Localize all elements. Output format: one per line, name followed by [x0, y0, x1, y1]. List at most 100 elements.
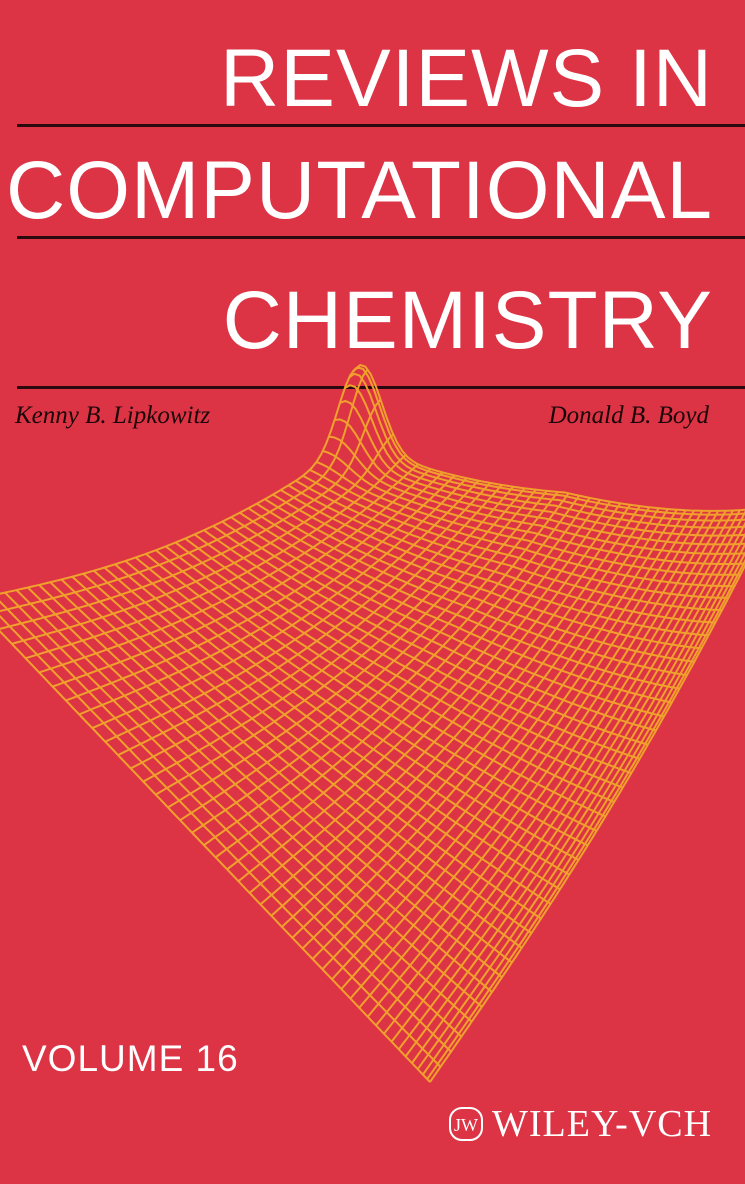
wiley-seal-icon: JW [449, 1107, 483, 1141]
mesh-line-u [15, 589, 473, 1023]
mesh-line-v [130, 484, 503, 770]
mesh-line-v [248, 501, 612, 894]
mesh-line-u [124, 560, 570, 876]
mesh-line-v [422, 551, 745, 1076]
mesh-line-v [0, 398, 382, 630]
mesh-line-u [103, 566, 552, 905]
mesh-line-v [203, 492, 570, 846]
mesh-line-u [344, 384, 745, 529]
mesh-line-u [309, 468, 735, 588]
divider-rule-2 [17, 236, 745, 239]
mesh-line-v [155, 487, 526, 796]
mesh-line-v [167, 489, 537, 809]
mesh-line-v [142, 486, 514, 783]
mesh-line-u [302, 474, 729, 599]
mesh-line-u [256, 502, 688, 677]
publisher-logo: JW WILEY-VCH [448, 1102, 712, 1146]
mesh-line-u [60, 578, 513, 964]
mesh-line-u [38, 584, 493, 993]
mesh-line-u [0, 630, 431, 1083]
mesh-line-v [301, 507, 660, 950]
divider-rule-1 [17, 124, 745, 127]
mesh-line-v [38, 463, 419, 674]
mesh-line-v [311, 508, 669, 960]
mesh-line-u [145, 553, 589, 847]
mesh-line-v [104, 480, 480, 743]
mesh-line-u [264, 498, 695, 663]
mesh-line-v [237, 499, 601, 882]
mesh-line-v [349, 510, 704, 1000]
mesh-line-u [322, 450, 745, 565]
mesh-line-u [272, 493, 702, 650]
mesh-line-v [383, 510, 734, 1035]
mesh-line-u [93, 569, 542, 920]
mesh-line-u [352, 366, 745, 516]
mesh-line-u [221, 520, 657, 732]
mesh-line-u [334, 418, 745, 546]
volume-label: VOLUME 16 [22, 1038, 239, 1079]
title-line-2: COMPUTATIONAL [6, 145, 713, 236]
mesh-line-v [25, 454, 407, 660]
mesh-line-v [331, 509, 687, 980]
mesh-line-u [295, 479, 722, 612]
mesh-line-v [429, 563, 745, 1083]
mesh-line-v [411, 532, 745, 1064]
mesh-line-v [226, 497, 591, 871]
mesh-line-u [165, 545, 606, 818]
author-2: Donald B. Boyd [548, 402, 709, 429]
mesh-line-u [247, 507, 680, 690]
mesh-line-u [71, 575, 523, 949]
mesh-line-v [340, 510, 695, 990]
mesh-line-v [91, 477, 468, 730]
mesh-line-u [0, 614, 442, 1068]
mesh-line-v [416, 542, 745, 1070]
mesh-line-v [270, 504, 631, 917]
mesh-line-u [328, 435, 745, 555]
mesh-line-v [367, 510, 720, 1018]
mesh-line-u [0, 600, 452, 1053]
mesh-line-v [191, 491, 559, 834]
mesh-line-u [203, 529, 640, 760]
mesh-line-u [27, 586, 483, 1008]
mesh-line-u [230, 516, 665, 718]
mesh-line-v [281, 505, 641, 928]
mesh-line-u [348, 372, 745, 522]
mesh-line-u [114, 563, 561, 891]
mesh-line-u [280, 489, 709, 637]
mesh-line-v [291, 506, 651, 939]
mesh-line-v [404, 521, 745, 1057]
title-line-1: REVIEWS IN [220, 33, 713, 124]
mesh-line-v [0, 368, 369, 613]
mesh-line-u [212, 525, 649, 746]
mesh-line-u [287, 484, 716, 624]
mesh-line-v [390, 509, 741, 1043]
mesh-line-v [358, 510, 712, 1009]
publisher-name: WILEY-VCH [492, 1103, 713, 1145]
mesh-line-u [194, 533, 632, 775]
mesh-line-u [82, 572, 532, 934]
mesh-line-v [397, 510, 745, 1050]
mesh-line-u [239, 511, 672, 704]
mesh-line-v [52, 468, 432, 688]
svg-text:JW: JW [454, 1115, 478, 1135]
mesh-line-v [179, 490, 548, 822]
mesh-line-u [174, 541, 615, 803]
mesh-line-v [78, 474, 456, 716]
mesh-line-v [321, 509, 678, 970]
mesh-line-v [0, 368, 356, 595]
mesh-line-u [354, 363, 745, 512]
mesh-line-u [155, 549, 598, 832]
mesh-line-v [375, 510, 727, 1027]
mesh-line-v [65, 471, 444, 702]
mesh-line-v [259, 502, 622, 906]
mesh-line-v [117, 482, 491, 756]
mesh-line-u [135, 556, 579, 861]
mesh-line-u [316, 460, 741, 576]
mesh-line-v [426, 558, 745, 1080]
title-line-3: CHEMISTRY [222, 275, 713, 366]
mesh-line-v [11, 433, 394, 645]
mesh-line-u [49, 581, 503, 979]
mesh-line-v [214, 495, 581, 859]
mesh-line-u [339, 399, 745, 537]
